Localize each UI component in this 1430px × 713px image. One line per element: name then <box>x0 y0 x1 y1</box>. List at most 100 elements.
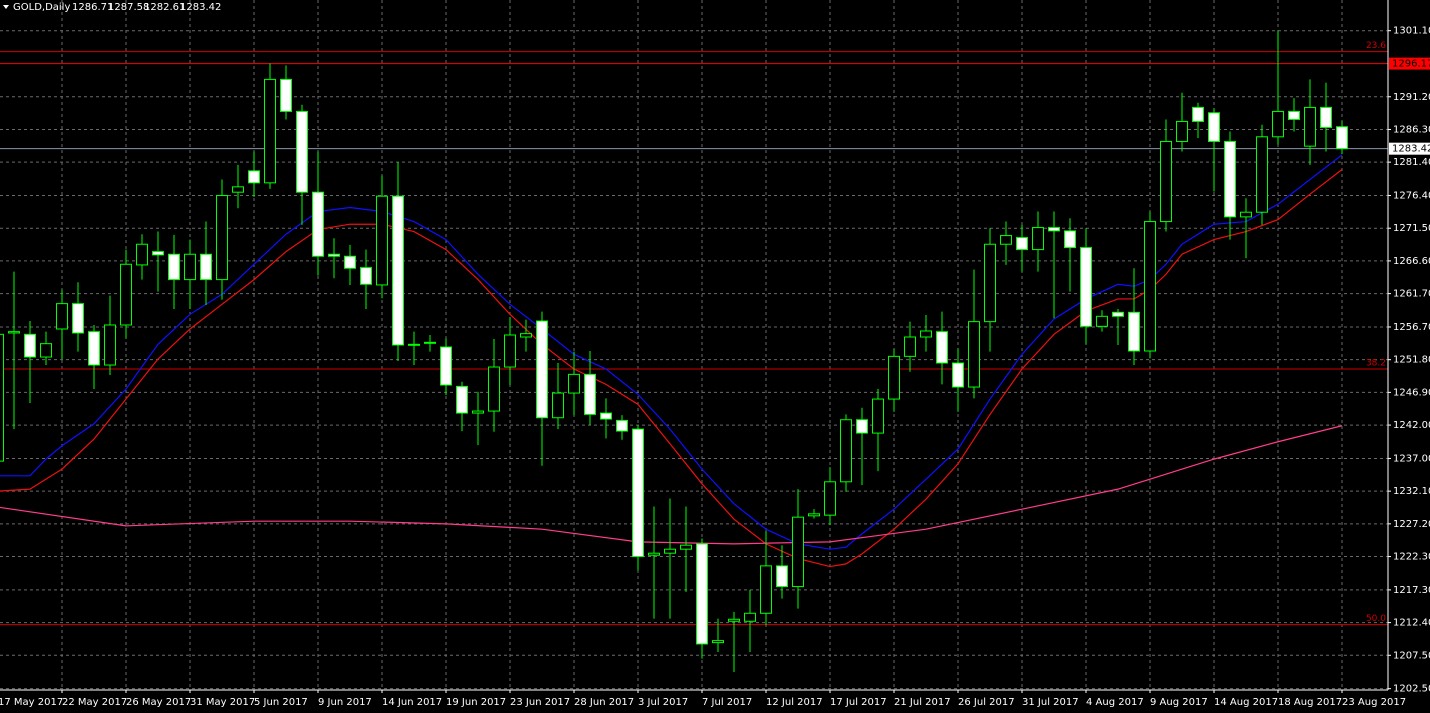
candle-body <box>680 544 692 550</box>
candle-body <box>1048 227 1060 232</box>
candle-body <box>920 330 932 338</box>
y-tick-label: 1232.10 <box>1393 486 1430 497</box>
candle-body <box>8 331 20 334</box>
candle-body <box>568 373 580 394</box>
moving-average <box>0 154 1343 550</box>
candle-body <box>0 333 4 462</box>
candle-body <box>648 552 660 556</box>
fibo-level-label: 23.6 <box>1366 41 1386 51</box>
candle-body <box>440 346 452 386</box>
candle-body <box>312 191 324 257</box>
y-tick-label: 1242.00 <box>1393 420 1430 431</box>
candle-body <box>760 565 772 614</box>
candle-body <box>1096 315 1108 327</box>
candle-body <box>504 334 516 368</box>
candle-body <box>856 419 868 434</box>
candle-body <box>968 321 980 388</box>
price-label: 1296.17 <box>1392 59 1430 70</box>
candle-body <box>40 343 52 358</box>
candle-body <box>216 195 228 281</box>
x-tick-label: 31 May 2017 <box>190 697 255 708</box>
x-tick-label: 31 Jul 2017 <box>1022 697 1079 708</box>
candle-body <box>984 243 996 323</box>
candle-body <box>376 195 388 286</box>
candle-body <box>712 640 724 644</box>
candle-body <box>344 255 356 269</box>
candle-body <box>1320 106 1332 128</box>
x-tick-label: 21 Jul 2017 <box>894 697 951 708</box>
x-tick-label: 26 May 2017 <box>126 697 191 708</box>
candle-body <box>1112 311 1124 317</box>
candle-body <box>24 333 36 358</box>
candle-body <box>232 186 244 193</box>
candle-body <box>808 513 820 517</box>
candle-body <box>56 303 68 330</box>
candle-body <box>1032 227 1044 251</box>
candle-body <box>296 110 308 193</box>
candle-body <box>472 410 484 414</box>
x-tick-label: 5 Jun 2017 <box>254 697 308 708</box>
bid-label-box <box>1389 142 1430 155</box>
fibo-level-label: 38.2 <box>1366 359 1386 369</box>
candle-body <box>1288 110 1300 120</box>
x-tick-label: 9 Aug 2017 <box>1150 697 1208 708</box>
y-tick-label: 1251.80 <box>1393 355 1430 366</box>
x-tick-label: 26 Jul 2017 <box>958 697 1015 708</box>
y-tick-label: 1266.60 <box>1393 256 1430 267</box>
candle-body <box>184 253 196 281</box>
header-high: 1287.58 <box>108 2 149 13</box>
y-tick-label: 1212.40 <box>1393 618 1430 629</box>
x-tick-label: 18 Aug 2017 <box>1278 697 1342 708</box>
fibo-level-label: 50.0 <box>1366 614 1386 624</box>
candle-body <box>616 419 628 432</box>
moving-average <box>0 425 1343 545</box>
x-tick-label: 17 May 2017 <box>0 697 63 708</box>
candle-body <box>664 548 676 554</box>
x-tick-label: 4 Aug 2017 <box>1086 697 1144 708</box>
candle-body <box>280 78 292 112</box>
candle-body <box>1272 110 1284 138</box>
candle-body <box>488 366 500 412</box>
y-tick-label: 1202.50 <box>1393 684 1430 695</box>
candle-body <box>744 612 756 622</box>
header-icon <box>3 5 9 9</box>
y-tick-label: 1256.70 <box>1393 322 1430 333</box>
y-tick-label: 1281.40 <box>1393 157 1430 168</box>
candle-body <box>1240 211 1252 218</box>
candle-body <box>200 253 212 281</box>
moving-average <box>0 169 1343 568</box>
candle-body <box>104 324 116 366</box>
axes: 1301.10 1291.20 1286.30 1281.40 1276.40 1271.… <box>0 26 1430 708</box>
candle-body <box>1016 237 1028 251</box>
candle-body <box>360 267 372 285</box>
candle-body <box>840 419 852 483</box>
candle-body <box>552 392 564 419</box>
candle-body <box>1144 221 1156 352</box>
candle-body <box>872 398 884 434</box>
candle-body <box>952 362 964 388</box>
candle-body <box>88 331 100 366</box>
candle-body <box>600 412 612 420</box>
candle-body <box>584 373 596 415</box>
candle-body <box>776 565 788 588</box>
y-tick-label: 1222.30 <box>1393 552 1430 563</box>
candle-body <box>1000 235 1012 245</box>
y-tick-label: 1286.30 <box>1393 124 1430 135</box>
x-tick-label: 14 Jun 2017 <box>382 697 442 708</box>
y-tick-label: 1207.50 <box>1393 650 1430 661</box>
x-tick-label: 19 Jun 2017 <box>446 697 506 708</box>
candle-body <box>1064 230 1076 249</box>
x-tick-label: 17 Jul 2017 <box>830 697 887 708</box>
plot-area: 23.6 38.2 50.0 <box>0 30 1388 672</box>
candle-body <box>696 543 708 645</box>
candle-body <box>520 333 532 338</box>
y-tick-label: 1271.50 <box>1393 223 1430 234</box>
candle-body <box>1192 106 1204 122</box>
candle-body <box>1256 136 1268 213</box>
price-label-box <box>1389 57 1430 70</box>
candle-body <box>1336 126 1348 150</box>
y-tick-label: 1301.10 <box>1393 26 1430 37</box>
header-close: 1283.42 <box>180 2 221 13</box>
candle-body <box>1160 140 1172 223</box>
y-tick-label: 1291.20 <box>1393 92 1430 103</box>
